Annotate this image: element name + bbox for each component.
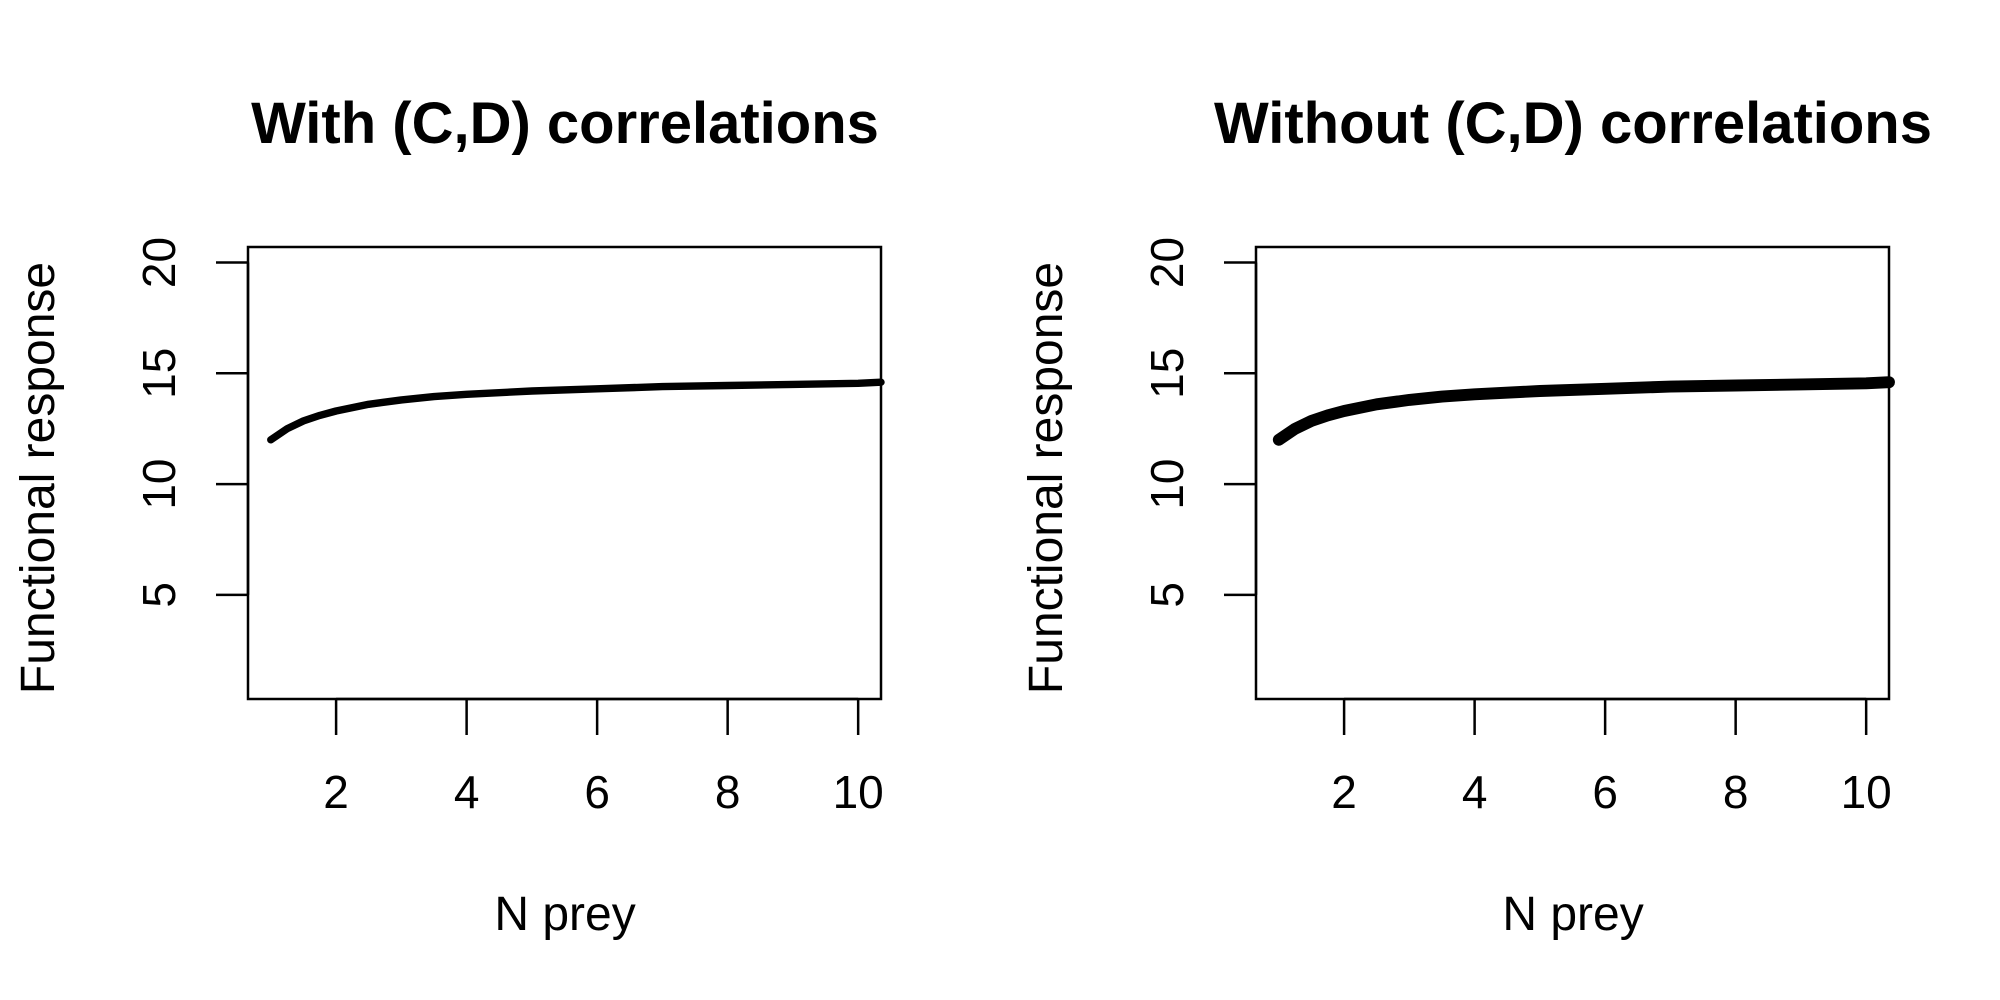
x-tick-label: 10 bbox=[1841, 766, 1892, 818]
plot-frame bbox=[246, 245, 883, 701]
x-tick-label: 6 bbox=[1592, 766, 1618, 818]
x-axis-label: N prey bbox=[494, 888, 635, 941]
series-group bbox=[267, 378, 885, 444]
y-tick-label: 15 bbox=[1141, 348, 1193, 399]
x-tick-label: 10 bbox=[833, 766, 884, 818]
y-axis: 5 10 15 20 bbox=[1141, 237, 1258, 608]
y-tick-label: 5 bbox=[1141, 582, 1193, 608]
x-axis: 2 4 6 8 10 bbox=[1331, 697, 1892, 818]
series-line bbox=[267, 378, 885, 444]
x-tick-label: 2 bbox=[323, 766, 349, 818]
chart-title: With (C,D) correlations bbox=[251, 91, 879, 156]
y-tick-label: 5 bbox=[133, 582, 185, 608]
y-axis: 5 10 15 20 bbox=[133, 237, 250, 608]
x-axis: 2 4 6 8 10 bbox=[323, 697, 884, 818]
x-tick-label: 6 bbox=[584, 766, 610, 818]
series-group bbox=[1272, 376, 1895, 446]
x-axis-label: N prey bbox=[1502, 888, 1643, 941]
y-axis-label: Functional response bbox=[12, 262, 65, 694]
x-tick-label: 4 bbox=[1462, 766, 1488, 818]
chart-panel-left: With (C,D) correlations Functional respo… bbox=[12, 91, 885, 941]
chart-panel-right: Without (C,D) correlations Functional re… bbox=[1020, 91, 1932, 941]
chart-title: Without (C,D) correlations bbox=[1214, 91, 1932, 156]
plot-frame bbox=[1254, 245, 1891, 701]
y-tick-label: 20 bbox=[133, 237, 185, 288]
series-line bbox=[1272, 376, 1895, 446]
y-tick-label: 10 bbox=[1141, 458, 1193, 509]
y-tick-label: 20 bbox=[1141, 237, 1193, 288]
y-tick-label: 15 bbox=[133, 348, 185, 399]
x-tick-label: 8 bbox=[715, 766, 741, 818]
y-axis-label: Functional response bbox=[1020, 262, 1073, 694]
x-tick-label: 8 bbox=[1723, 766, 1749, 818]
x-tick-label: 2 bbox=[1331, 766, 1357, 818]
y-tick-label: 10 bbox=[133, 458, 185, 509]
x-tick-label: 4 bbox=[454, 766, 480, 818]
